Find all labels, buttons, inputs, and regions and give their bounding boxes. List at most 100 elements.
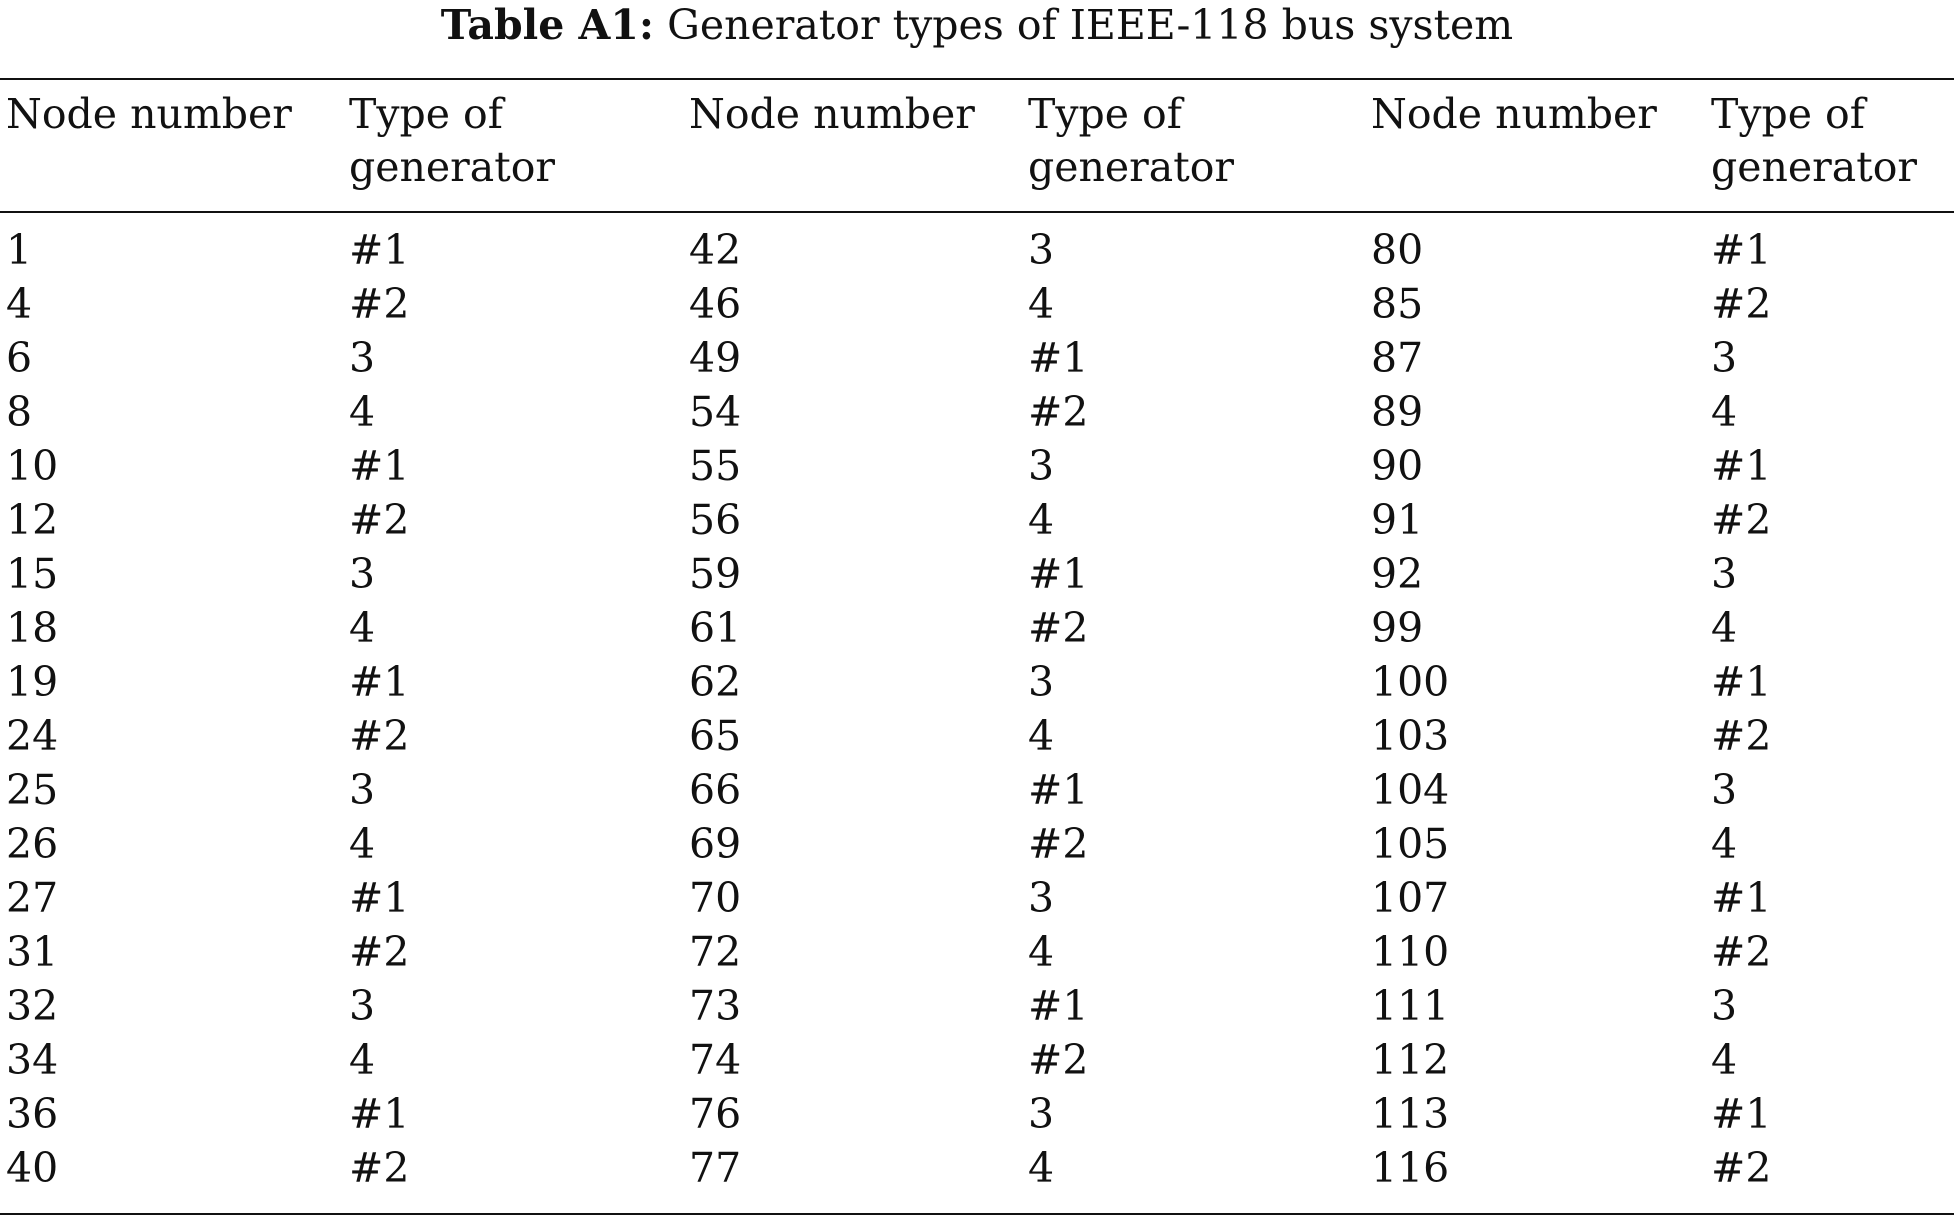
cell-node-number: 61 [689, 604, 742, 652]
cell-node-number: 34 [6, 1036, 59, 1084]
cell-node-number: 19 [6, 658, 59, 706]
table-row: 24 #2 65 4 103 #2 [0, 709, 1954, 763]
cell-type-of-generator: 4 [349, 604, 376, 652]
cell-node-number: 77 [689, 1144, 742, 1192]
table-caption: Table A1: Generator types of IEEE-118 bu… [0, 2, 1954, 48]
cell-type-of-generator: 4 [349, 1036, 376, 1084]
cell-node-number: 27 [6, 874, 59, 922]
cell-node-number: 10 [6, 442, 59, 490]
cell-node-number: 31 [6, 928, 59, 976]
cell-type-of-generator: #1 [1711, 226, 1772, 274]
table-header-row: Node number Type of generator Node number… [0, 80, 1954, 203]
cell-type-of-generator: #2 [1028, 1036, 1089, 1084]
cell-node-number: 26 [6, 820, 59, 868]
cell-type-of-generator: #1 [349, 226, 410, 274]
cell-node-number: 25 [6, 766, 59, 814]
bottom-rule [0, 1213, 1954, 1215]
cell-type-of-generator: 3 [1028, 226, 1055, 274]
table-row: 34 4 74 #2 112 4 [0, 1033, 1954, 1087]
cell-type-of-generator: #1 [1711, 1090, 1772, 1138]
cell-node-number: 42 [689, 226, 742, 274]
cell-node-number: 103 [1371, 712, 1450, 760]
cell-type-of-generator: 3 [1711, 550, 1738, 598]
cell-type-of-generator: 4 [1028, 280, 1055, 328]
cell-node-number: 56 [689, 496, 742, 544]
table-row: 12 #2 56 4 91 #2 [0, 493, 1954, 547]
table-row: 4 #2 46 4 85 #2 [0, 277, 1954, 331]
cell-node-number: 73 [689, 982, 742, 1030]
cell-node-number: 70 [689, 874, 742, 922]
cell-type-of-generator: 3 [349, 550, 376, 598]
table-row: 31 #2 72 4 110 #2 [0, 925, 1954, 979]
cell-node-number: 59 [689, 550, 742, 598]
header-node-number-1: Node number [6, 90, 292, 138]
cell-type-of-generator: #1 [349, 1090, 410, 1138]
cell-type-of-generator: #1 [1028, 334, 1089, 382]
cell-node-number: 62 [689, 658, 742, 706]
cell-node-number: 112 [1371, 1036, 1450, 1084]
cell-type-of-generator: #1 [349, 658, 410, 706]
cell-node-number: 8 [6, 388, 33, 436]
cell-type-of-generator: 3 [349, 334, 376, 382]
cell-node-number: 54 [689, 388, 742, 436]
table-row: 32 3 73 #1 111 3 [0, 979, 1954, 1033]
cell-node-number: 32 [6, 982, 59, 1030]
cell-type-of-generator: #2 [1711, 280, 1772, 328]
cell-type-of-generator: #2 [349, 1144, 410, 1192]
cell-node-number: 92 [1371, 550, 1424, 598]
header-rule [0, 211, 1954, 213]
cell-node-number: 100 [1371, 658, 1450, 706]
cell-type-of-generator: #2 [1711, 1144, 1772, 1192]
cell-type-of-generator: 4 [1711, 1036, 1738, 1084]
header-type-of-generator-1: Type of generator [349, 90, 555, 191]
table-row: 26 4 69 #2 105 4 [0, 817, 1954, 871]
cell-node-number: 66 [689, 766, 742, 814]
cell-type-of-generator: 3 [1028, 658, 1055, 706]
cell-type-of-generator: #2 [1028, 820, 1089, 868]
table-row: 36 #1 76 3 113 #1 [0, 1087, 1954, 1141]
cell-type-of-generator: 3 [1028, 874, 1055, 922]
cell-node-number: 40 [6, 1144, 59, 1192]
generator-types-table: Node number Type of generator Node number… [0, 80, 1954, 1195]
cell-node-number: 15 [6, 550, 59, 598]
table-row: 18 4 61 #2 99 4 [0, 601, 1954, 655]
table-body: 1 #1 42 3 80 #1 4 #2 46 4 85 #2 6 3 49 #1 87 3 8 4 54 #2 89 4 10… [0, 203, 1954, 1195]
cell-node-number: 12 [6, 496, 59, 544]
table-row: 25 3 66 #1 104 3 [0, 763, 1954, 817]
header-type-of-generator-3: Type of generator [1711, 90, 1917, 191]
cell-type-of-generator: #1 [1711, 874, 1772, 922]
cell-node-number: 74 [689, 1036, 742, 1084]
cell-node-number: 18 [6, 604, 59, 652]
cell-type-of-generator: #1 [1028, 766, 1089, 814]
cell-node-number: 76 [689, 1090, 742, 1138]
cell-type-of-generator: 3 [1711, 982, 1738, 1030]
cell-node-number: 4 [6, 280, 33, 328]
cell-type-of-generator: #2 [1711, 712, 1772, 760]
cell-node-number: 91 [1371, 496, 1424, 544]
cell-node-number: 110 [1371, 928, 1450, 976]
cell-type-of-generator: 4 [1711, 604, 1738, 652]
cell-node-number: 89 [1371, 388, 1424, 436]
table-row: 1 #1 42 3 80 #1 [0, 203, 1954, 277]
caption-label: Table A1: [440, 1, 655, 49]
table-row: 8 4 54 #2 89 4 [0, 385, 1954, 439]
cell-node-number: 116 [1371, 1144, 1450, 1192]
cell-type-of-generator: #1 [1711, 442, 1772, 490]
cell-node-number: 24 [6, 712, 59, 760]
cell-node-number: 72 [689, 928, 742, 976]
table-row: 6 3 49 #1 87 3 [0, 331, 1954, 385]
cell-type-of-generator: #2 [1028, 388, 1089, 436]
cell-type-of-generator: #1 [349, 874, 410, 922]
cell-type-of-generator: #2 [1711, 496, 1772, 544]
cell-type-of-generator: 3 [349, 766, 376, 814]
table-row: 15 3 59 #1 92 3 [0, 547, 1954, 601]
cell-type-of-generator: 4 [349, 388, 376, 436]
cell-node-number: 85 [1371, 280, 1424, 328]
cell-type-of-generator: 3 [1028, 1090, 1055, 1138]
cell-node-number: 69 [689, 820, 742, 868]
cell-type-of-generator: 4 [1028, 496, 1055, 544]
cell-type-of-generator: #2 [349, 712, 410, 760]
table-row: 19 #1 62 3 100 #1 [0, 655, 1954, 709]
header-type-of-generator-2: Type of generator [1028, 90, 1234, 191]
cell-type-of-generator: #1 [1028, 550, 1089, 598]
